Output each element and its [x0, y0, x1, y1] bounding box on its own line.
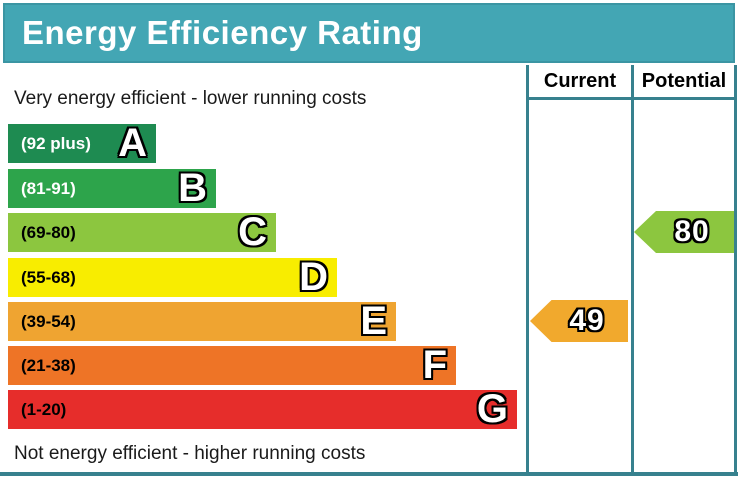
band-range-label: (81-91) [21, 178, 76, 198]
band-range-label: (21-38) [21, 355, 76, 375]
column-header-underline [526, 97, 737, 100]
top-note: Very energy efficient - lower running co… [14, 88, 367, 109]
rating-band: (69-80) C [8, 209, 276, 254]
rating-band: (21-38) F [8, 342, 456, 387]
band-letter: B [178, 165, 207, 210]
current-rating-arrow: 49 [530, 300, 628, 342]
chart-right-border [734, 65, 737, 476]
band-letter: A [118, 120, 147, 165]
current-rating-value: 49 [569, 304, 605, 337]
current-column-header: Current [543, 69, 617, 92]
chart-title-bar: Energy Efficiency Rating [3, 3, 735, 63]
rating-band: (81-91) B [8, 165, 216, 210]
potential-rating-arrow: 80 [634, 211, 734, 253]
band-range-label: (55-68) [21, 267, 76, 287]
band-letter: G [476, 386, 508, 431]
band-range-label: (69-80) [21, 222, 76, 242]
chart-title: Energy Efficiency Rating [22, 14, 423, 51]
rating-band: (92 plus) A [8, 120, 156, 165]
band-letter: F [422, 342, 447, 387]
potential-rating-value: 80 [674, 215, 710, 248]
rating-band: (1-20) G [8, 386, 517, 431]
band-letter: C [238, 209, 267, 254]
chart-bottom-border [0, 472, 738, 476]
bottom-note: Not energy efficient - higher running co… [14, 443, 366, 464]
band-range-label: (92 plus) [21, 133, 91, 153]
band-range-label: (1-20) [21, 399, 67, 419]
rating-band: (55-68) D [8, 254, 337, 299]
band-range-label: (39-54) [21, 311, 76, 331]
band-letter: D [299, 254, 328, 299]
potential-column-left-border [631, 65, 634, 476]
rating-band: (39-54) E [8, 298, 396, 343]
current-column-left-border [526, 65, 529, 476]
band-letter: E [360, 298, 387, 343]
potential-column-header: Potential [641, 69, 727, 92]
